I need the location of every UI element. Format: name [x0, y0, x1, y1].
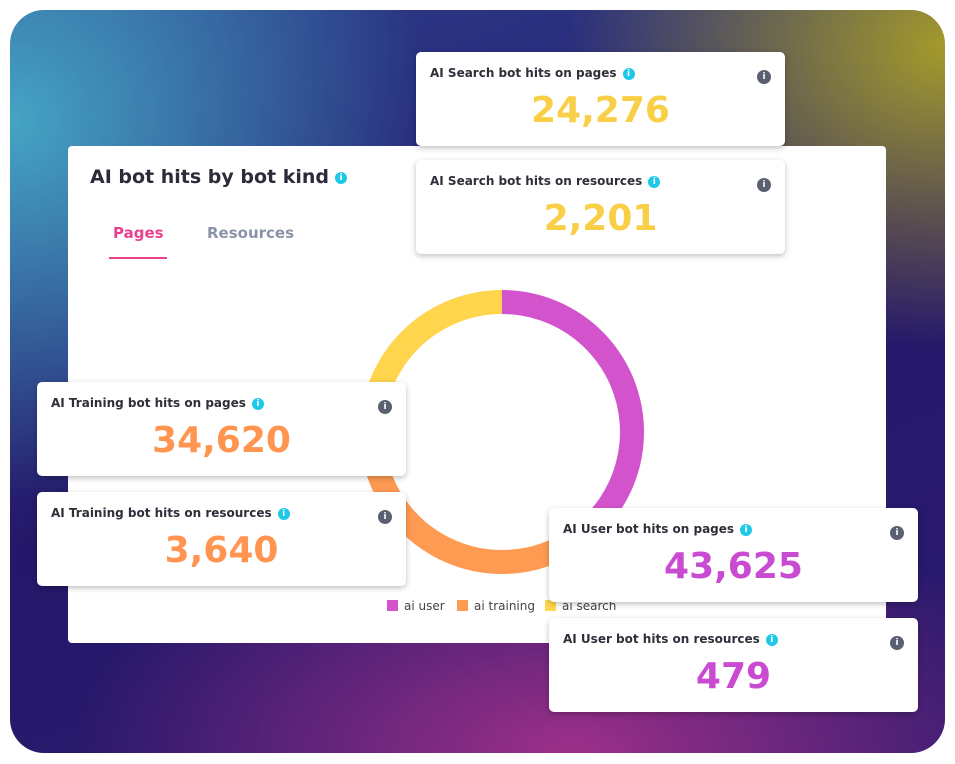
card-title-row: AI Training bot hits on pages i [51, 396, 264, 410]
legend-swatch [457, 600, 468, 611]
card-title-row: AI Search bot hits on resources i [430, 174, 661, 188]
stat-card: AI Search bot hits on resources i i 2,201 [416, 160, 785, 254]
chart-title-row: AI bot hits by bot kind i [90, 166, 348, 188]
info-icon[interactable]: i [622, 67, 635, 80]
card-title-row: AI User bot hits on resources i [563, 632, 778, 646]
info-icon[interactable]: i [378, 400, 392, 414]
legend-label: ai search [562, 599, 617, 613]
legend-item: ai training [457, 599, 535, 613]
stat-card: AI User bot hits on resources i i 479 [549, 618, 918, 712]
legend-item: ai user [387, 599, 445, 613]
stat-card: AI User bot hits on pages i i 43,625 [549, 508, 918, 602]
tab-underline [109, 257, 167, 259]
info-icon[interactable]: i [277, 507, 290, 520]
tab[interactable]: Pages [113, 224, 164, 242]
card-title-row: AI Training bot hits on resources i [51, 506, 290, 520]
card-value: 34,620 [152, 420, 291, 461]
legend-label: ai user [404, 599, 445, 613]
card-value: 43,625 [664, 546, 803, 587]
donut-segment [502, 290, 645, 559]
card-value: 3,640 [164, 530, 279, 571]
info-icon[interactable]: i [740, 523, 753, 536]
info-icon[interactable]: i [890, 526, 904, 540]
info-icon[interactable]: i [378, 510, 392, 524]
card-value: 24,276 [531, 90, 670, 131]
legend-swatch [387, 600, 398, 611]
legend-label: ai training [474, 599, 535, 613]
info-icon[interactable]: i [251, 397, 264, 410]
info-icon[interactable]: i [757, 70, 771, 84]
card-title: AI Search bot hits on resources [430, 174, 643, 188]
info-icon[interactable]: i [765, 633, 778, 646]
card-title: AI Search bot hits on pages [430, 66, 617, 80]
card-title-row: AI Search bot hits on pages i [430, 66, 635, 80]
card-value: 2,201 [543, 198, 658, 239]
card-title: AI User bot hits on resources [563, 632, 760, 646]
info-icon[interactable]: i [757, 178, 771, 192]
stat-card: AI Training bot hits on pages i i 34,620 [37, 382, 406, 476]
donut-segment [359, 420, 567, 574]
stat-card: AI Training bot hits on resources i i 3,640 [37, 492, 406, 586]
info-icon[interactable]: i [335, 171, 348, 184]
card-title-row: AI User bot hits on pages i [563, 522, 753, 536]
legend-swatch [545, 600, 556, 611]
legend-item: ai search [545, 599, 616, 613]
info-icon[interactable]: i [890, 636, 904, 650]
card-value: 479 [695, 656, 772, 697]
card-title: AI Training bot hits on resources [51, 506, 272, 520]
info-icon[interactable]: i [648, 175, 661, 188]
chart-title: AI bot hits by bot kind [90, 166, 330, 188]
card-title: AI User bot hits on pages [563, 522, 735, 536]
tab[interactable]: Resources [207, 224, 295, 242]
stat-card: AI Search bot hits on pages i i 24,276 [416, 52, 785, 146]
card-title: AI Training bot hits on pages [51, 396, 246, 410]
